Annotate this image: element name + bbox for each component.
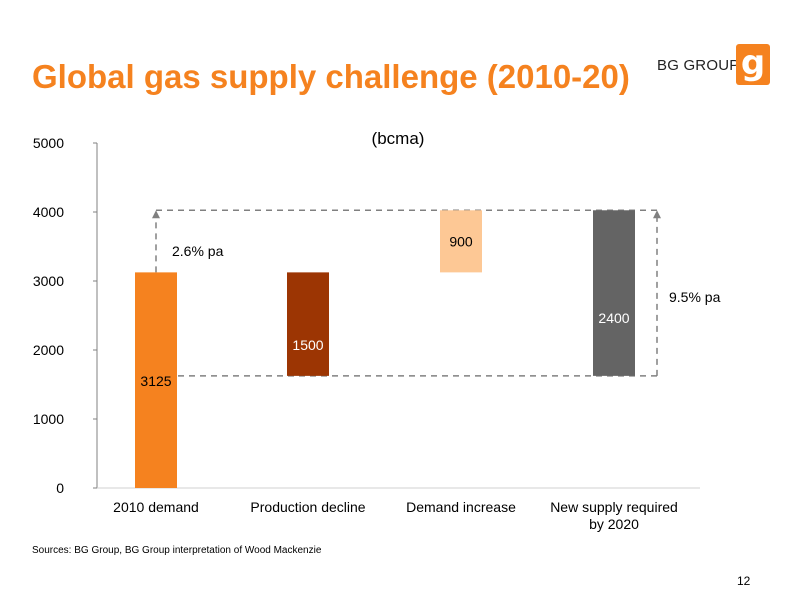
- y-tick-label: 1000: [33, 411, 64, 427]
- sources-footnote: Sources: BG Group, BG Group interpretati…: [32, 545, 322, 556]
- bar-2: [287, 272, 329, 376]
- bar-value-label: 2400: [598, 310, 629, 326]
- bar-value-label: 1500: [292, 337, 323, 353]
- y-tick-label: 3000: [33, 273, 64, 289]
- bar-value-label: 3125: [140, 373, 171, 389]
- y-tick-label: 0: [56, 480, 64, 496]
- supply-growth-annotation: 9.5% pa: [669, 289, 721, 305]
- x-category-label: Demand increase: [406, 499, 516, 515]
- y-tick-label: 5000: [33, 135, 64, 151]
- bar-1: [135, 272, 177, 488]
- brand-name: BG GROUP: [657, 57, 740, 74]
- slide-title: Global gas supply challenge (2010-20): [32, 58, 630, 95]
- chart-unit-label: (bcma): [372, 129, 425, 148]
- y-tick-label: 2000: [33, 342, 64, 358]
- x-category-label: New supply required: [550, 499, 678, 515]
- demand-growth-annotation: 2.6% pa: [172, 243, 224, 259]
- page-number: 12: [737, 574, 751, 588]
- x-category-label: Production decline: [250, 499, 365, 515]
- bar-value-label: 900: [449, 233, 473, 249]
- bar-4: [593, 210, 635, 376]
- brand-logo-icon: g: [736, 44, 770, 85]
- x-category-label: by 2020: [589, 516, 639, 532]
- y-tick-label: 4000: [33, 204, 64, 220]
- bar-3: [440, 210, 482, 273]
- x-category-label: 2010 demand: [113, 499, 199, 515]
